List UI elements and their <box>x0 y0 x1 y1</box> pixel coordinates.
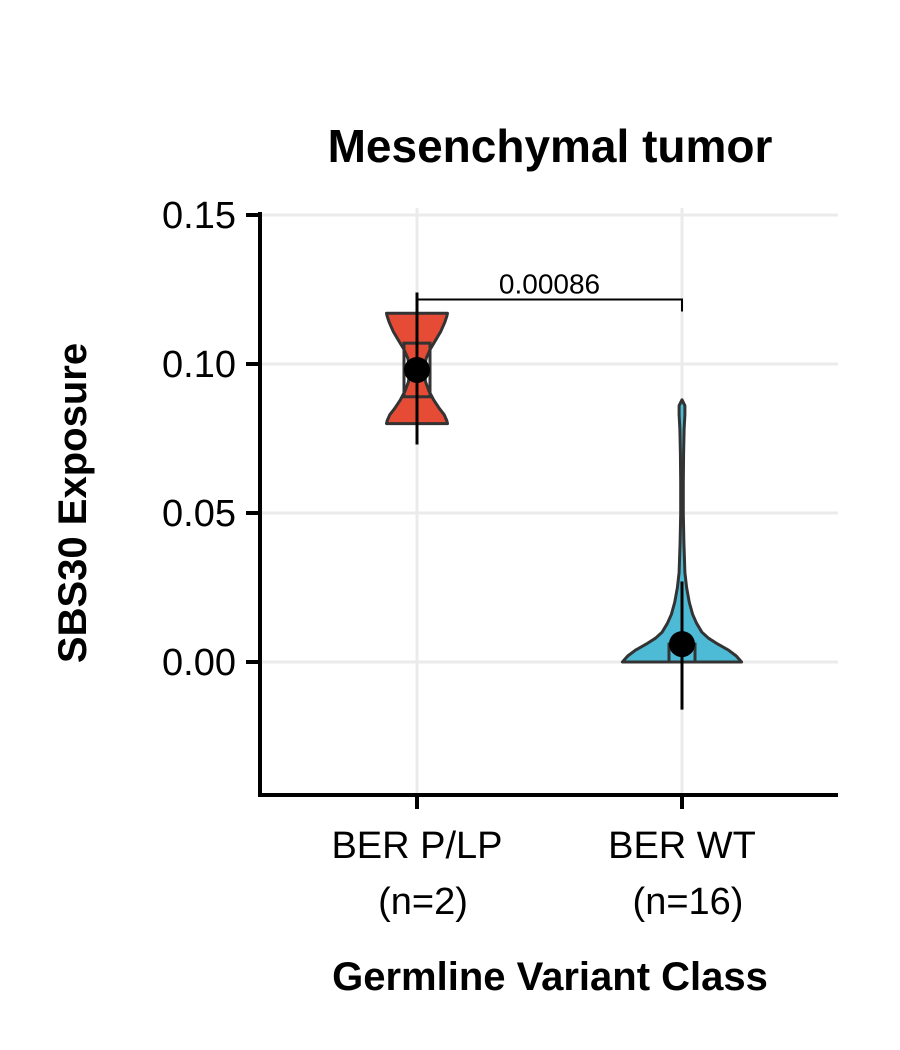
y-tick-label-2: 0.10 <box>162 344 236 386</box>
y-tick-label-1: 0.05 <box>162 493 236 535</box>
x-tick-n-label-0: (n=2) <box>378 881 468 923</box>
x-tick-label-0: BER P/LP <box>331 825 502 867</box>
significance-bracket-0 <box>416 298 683 312</box>
x-tick-label-1: BER WT <box>608 825 756 867</box>
violins <box>385 292 744 710</box>
mean-point-0 <box>404 356 430 383</box>
x-tick-n-label-1: (n=16) <box>633 881 744 923</box>
y-tick-label-3: 0.15 <box>162 195 236 237</box>
chart-title: Mesenchymal tumor <box>328 120 773 172</box>
mean-point-1 <box>669 631 695 658</box>
violin-1 <box>620 398 744 664</box>
x-axis-title: Germline Variant Class <box>332 955 768 999</box>
annotations: 0.00086 <box>416 268 683 312</box>
p-value-label-0: 0.00086 <box>499 268 600 299</box>
axes: 0.00 0.05 0.10 0.15 BER P/LP (n=2) BER WT (n=16… <box>162 195 838 923</box>
y-axis-title: SBS30 Exposure <box>51 343 95 663</box>
y-tick-label-0: 0.00 <box>162 642 236 684</box>
